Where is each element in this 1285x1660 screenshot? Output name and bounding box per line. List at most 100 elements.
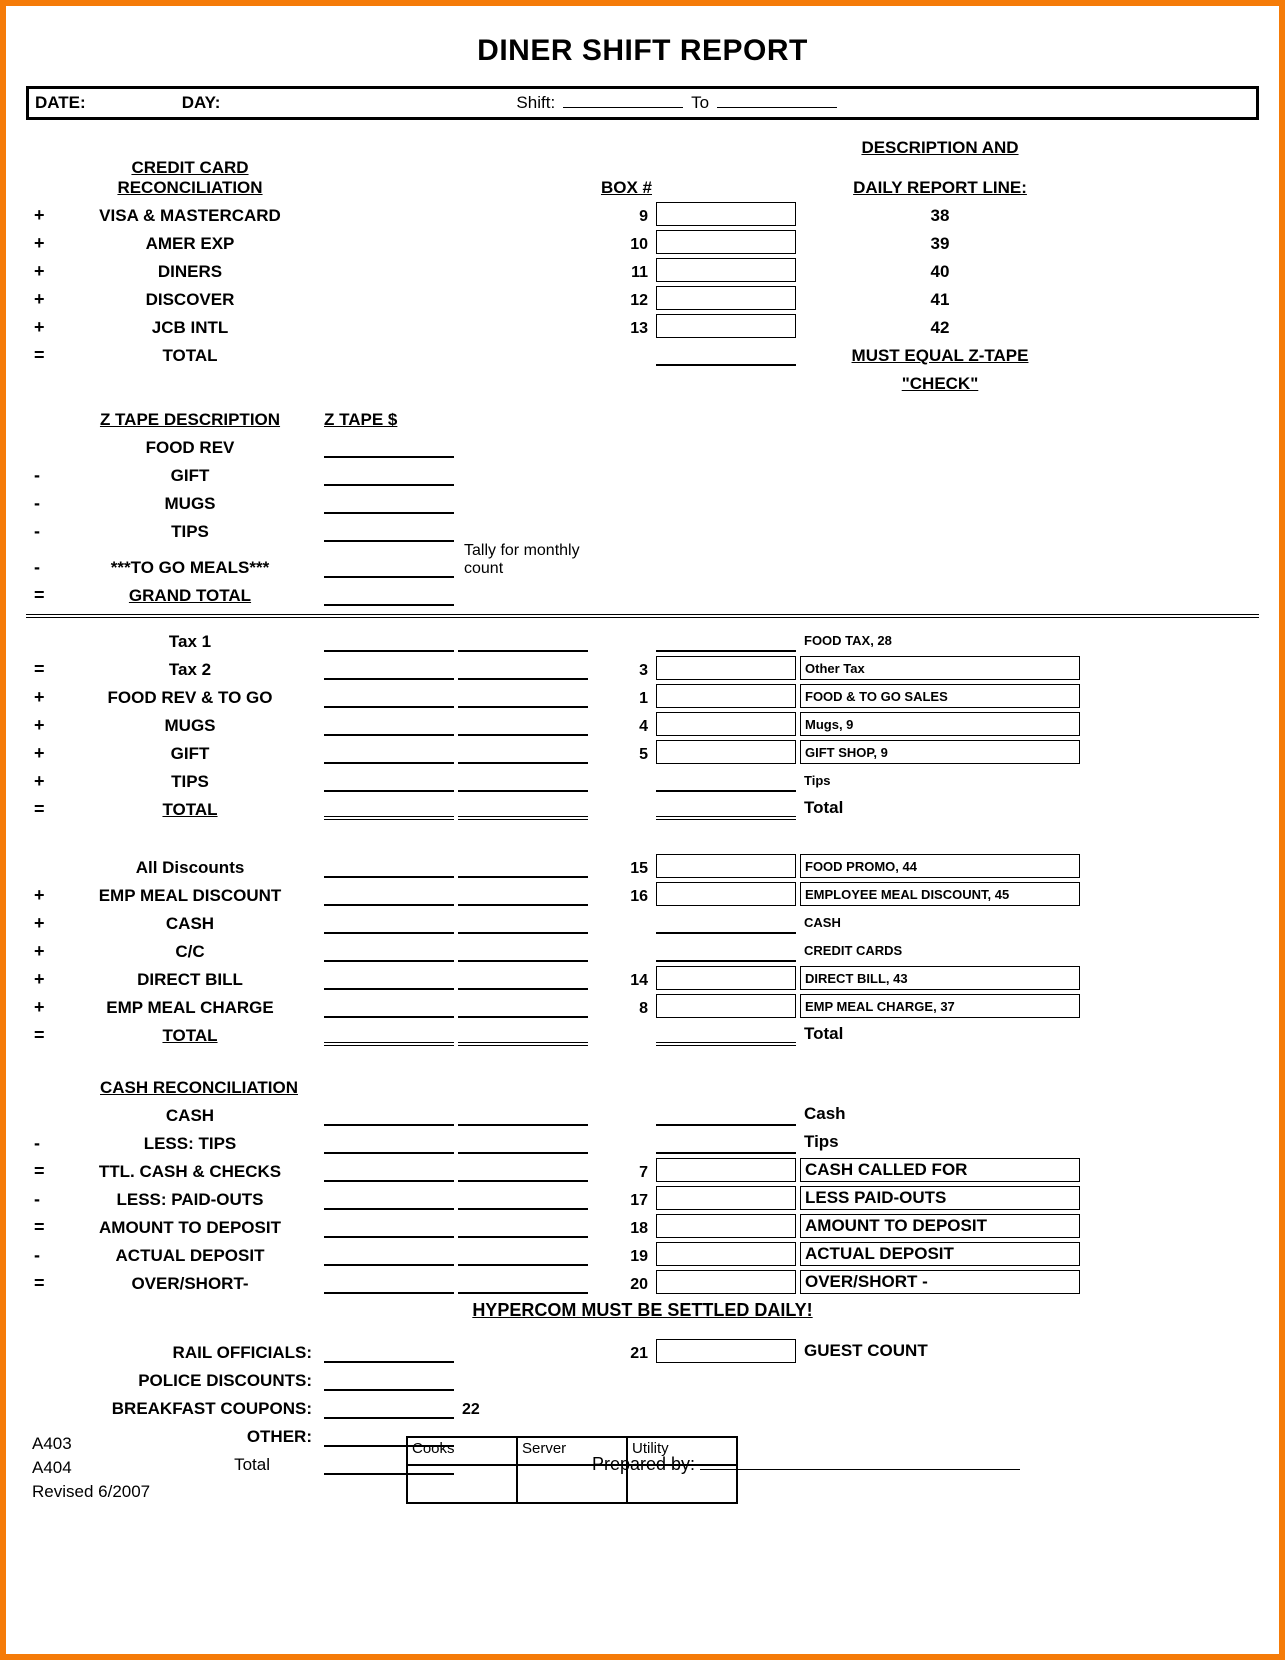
amount-input-2[interactable]	[458, 686, 588, 708]
police-label: POLICE DISCOUNTS:	[60, 1371, 320, 1391]
amount-input-2[interactable]	[458, 996, 588, 1018]
prepared-by-input[interactable]	[700, 1469, 1020, 1470]
ztape-desc-hdr: Z TAPE DESCRIPTION	[60, 410, 320, 430]
cc-amount-cell[interactable]	[656, 286, 796, 310]
report-form: DINER SHIFT REPORT DATE: DAY: Shift: To …	[0, 0, 1285, 1660]
line-row: -LESS: TIPSTips	[26, 1126, 1259, 1154]
amount-input-2[interactable]	[458, 1160, 588, 1182]
amount-input-1[interactable]	[324, 1272, 454, 1294]
amount-input-1[interactable]	[324, 1188, 454, 1210]
cc-amount-cell[interactable]	[656, 258, 796, 282]
cc-amount-cell[interactable]	[656, 314, 796, 338]
line-row: =TTL. CASH & CHECKS7CASH CALLED FOR	[26, 1154, 1259, 1182]
desc-label: Total	[800, 1022, 1080, 1046]
amount-cell[interactable]	[656, 684, 796, 708]
amount-cell[interactable]	[656, 966, 796, 990]
amount-cell[interactable]	[656, 1242, 796, 1266]
amount-input-1[interactable]	[324, 630, 454, 652]
amount-input-1[interactable]	[324, 714, 454, 736]
cc-row: =TOTALMUST EQUAL Z-TAPE	[26, 338, 1259, 366]
amount-input-2[interactable]	[458, 1188, 588, 1210]
amount-input-1[interactable]	[324, 1104, 454, 1126]
amount-input-2[interactable]	[458, 856, 588, 878]
amount-input-2[interactable]	[458, 1132, 588, 1154]
amount-cell[interactable]	[656, 882, 796, 906]
amount-cell[interactable]	[656, 1214, 796, 1238]
ztape-input[interactable]	[324, 436, 454, 458]
rail-input[interactable]	[324, 1341, 454, 1363]
amount-cell[interactable]	[656, 630, 796, 652]
amount-cell[interactable]	[656, 940, 796, 962]
desc-label: CASH CALLED FOR	[800, 1158, 1080, 1182]
amount-input-1[interactable]	[324, 1216, 454, 1238]
amount-input-2[interactable]	[458, 940, 588, 962]
amount-input-1[interactable]	[324, 912, 454, 934]
amount-input-2[interactable]	[458, 630, 588, 652]
amount-cell[interactable]	[656, 1186, 796, 1210]
breakfast-input[interactable]	[324, 1397, 454, 1419]
tax-section: Tax 1FOOD TAX, 28=Tax 23Other Tax+FOOD R…	[26, 624, 1259, 820]
amount-input-2[interactable]	[458, 912, 588, 934]
amount-input-2[interactable]	[458, 884, 588, 906]
amount-input-1[interactable]	[324, 856, 454, 878]
ztape-row: -***TO GO MEALS***Tally for monthly coun…	[26, 542, 1259, 578]
amount-input-1[interactable]	[324, 686, 454, 708]
ztape-row: =GRAND TOTAL	[26, 578, 1259, 606]
cc-amount-cell[interactable]	[656, 344, 796, 366]
amount-cell[interactable]	[656, 1270, 796, 1294]
amount-cell[interactable]	[656, 656, 796, 680]
amount-input-2[interactable]	[458, 798, 588, 820]
amount-input-1[interactable]	[324, 940, 454, 962]
amount-cell[interactable]	[656, 854, 796, 878]
ztape-input[interactable]	[324, 520, 454, 542]
shift-input[interactable]	[563, 107, 683, 108]
amount-input-1[interactable]	[324, 996, 454, 1018]
amount-input-1[interactable]	[324, 798, 454, 820]
guest-count-cell[interactable]	[656, 1339, 796, 1363]
ztape-input[interactable]	[324, 584, 454, 606]
amount-input-2[interactable]	[458, 1244, 588, 1266]
amount-input-1[interactable]	[324, 1160, 454, 1182]
amount-cell[interactable]	[656, 1024, 796, 1046]
amount-input-2[interactable]	[458, 968, 588, 990]
line-row: +FOOD REV & TO GO1FOOD & TO GO SALES	[26, 680, 1259, 708]
staff-server-input[interactable]	[517, 1465, 627, 1503]
amount-input-2[interactable]	[458, 742, 588, 764]
amount-input-2[interactable]	[458, 658, 588, 680]
amount-input-1[interactable]	[324, 770, 454, 792]
amount-cell[interactable]	[656, 770, 796, 792]
amount-input-2[interactable]	[458, 714, 588, 736]
police-input[interactable]	[324, 1369, 454, 1391]
amount-input-1[interactable]	[324, 884, 454, 906]
amount-cell[interactable]	[656, 1104, 796, 1126]
amount-cell[interactable]	[656, 1158, 796, 1182]
amount-input-1[interactable]	[324, 1024, 454, 1046]
amount-cell[interactable]	[656, 740, 796, 764]
staff-utility-input[interactable]	[627, 1465, 737, 1503]
amount-cell[interactable]	[656, 798, 796, 820]
ztape-input[interactable]	[324, 556, 454, 578]
amount-input-1[interactable]	[324, 658, 454, 680]
cc-amount-cell[interactable]	[656, 230, 796, 254]
shift-to-input[interactable]	[717, 107, 837, 108]
amount-cell[interactable]	[656, 912, 796, 934]
amount-input-1[interactable]	[324, 742, 454, 764]
ztape-input[interactable]	[324, 492, 454, 514]
amount-cell[interactable]	[656, 712, 796, 736]
amount-input-1[interactable]	[324, 1244, 454, 1266]
amount-input-2[interactable]	[458, 770, 588, 792]
ztape-input[interactable]	[324, 464, 454, 486]
cc-amount-cell[interactable]	[656, 202, 796, 226]
line-row: =AMOUNT TO DEPOSIT18AMOUNT TO DEPOSIT	[26, 1210, 1259, 1238]
amount-input-2[interactable]	[458, 1104, 588, 1126]
line-row: =TOTALTotal	[26, 792, 1259, 820]
amount-input-2[interactable]	[458, 1024, 588, 1046]
amount-input-2[interactable]	[458, 1216, 588, 1238]
amount-input-1[interactable]	[324, 1132, 454, 1154]
rail-label: RAIL OFFICIALS:	[60, 1343, 320, 1363]
amount-input-2[interactable]	[458, 1272, 588, 1294]
amount-input-1[interactable]	[324, 968, 454, 990]
amount-cell[interactable]	[656, 994, 796, 1018]
amount-cell[interactable]	[656, 1132, 796, 1154]
staff-cooks-input[interactable]	[407, 1465, 517, 1503]
